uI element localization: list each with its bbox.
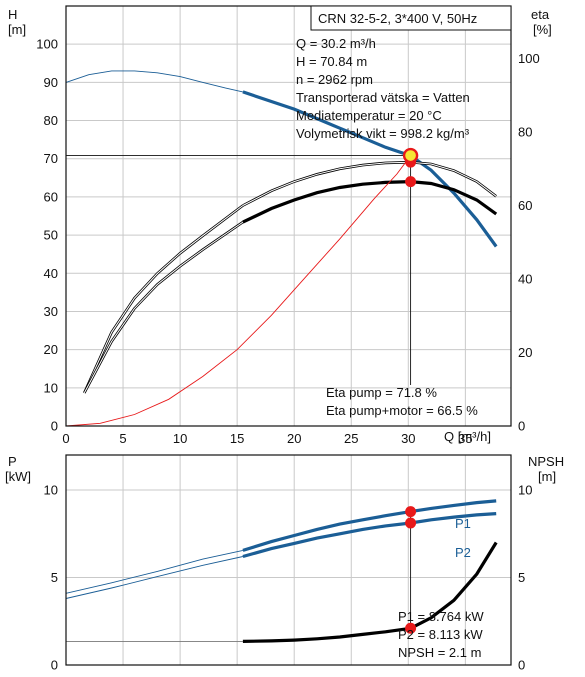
series-eta-pump-motor-line-thin-outer [83, 221, 244, 394]
top-y2-tick-label: 80 [518, 125, 532, 140]
x-tick-label: 35 [458, 431, 472, 446]
series-label-p2: P2 [455, 545, 471, 560]
tick-labels: 0 5 10 15 20 25 30 3501020304050607080901000204… [36, 37, 539, 673]
bottom-ylabel-left-1: P [8, 454, 17, 469]
top-ylabel-left-2: [m] [8, 22, 26, 37]
top-y-tick-label: 90 [44, 75, 58, 90]
top-y2-tick-label: 100 [518, 51, 540, 66]
series-eta-pump-motor-line-thin-inner [83, 221, 244, 394]
top-plot-frame [65, 5, 512, 427]
top-y2-tick-label: 0 [518, 419, 525, 434]
series-eta-pump-motor-line-thick [242, 179, 498, 224]
top-curves [65, 70, 498, 427]
x-tick-label: 5 [119, 431, 126, 446]
top-y-tick-label: 0 [51, 419, 58, 434]
top-xlabel: Q [m³/h] [444, 429, 491, 444]
series-p1-line-thick [242, 499, 497, 552]
npsh-marker [405, 622, 417, 634]
bottom-y-tick-label: 5 [51, 570, 58, 585]
series-p1-line-thin [65, 549, 243, 594]
chart-title: CRN 32-5-2, 3*400 V, 50Hz [318, 11, 477, 26]
top-y-tick-label: 50 [44, 228, 58, 243]
top-y-tick-label: 60 [44, 189, 58, 204]
top-y-tick-label: 20 [44, 342, 58, 357]
series-eta-pump-line-thick-inner [242, 161, 497, 206]
eta-pump-motor-info: Eta pump+motor = 66.5 % [326, 403, 478, 418]
bottom-y2-tick-label: 5 [518, 570, 525, 585]
info-q: Q = 30.2 m³/h [296, 36, 376, 51]
series-p2-line-thin [65, 556, 243, 599]
bottom-y-tick-label: 0 [51, 658, 58, 673]
top-y-tick-label: 100 [36, 37, 58, 52]
p2-marker [405, 517, 417, 529]
series-label-p1: P1 [455, 516, 471, 531]
top-y-tick-label: 70 [44, 151, 58, 166]
bottom-ylabel-right-1: NPSH [528, 454, 564, 469]
title-box [310, 5, 512, 31]
top-ylabel-right-2: [%] [533, 22, 552, 37]
info-density: Volymetrisk vikt = 998.2 kg/m³ [296, 126, 470, 141]
duty-point-marker [402, 147, 419, 164]
bottom-ylabel-left-2: [kW] [5, 469, 31, 484]
top-ylabel-right-1: eta [531, 7, 550, 22]
p1-marker [405, 506, 417, 518]
x-tick-label: 25 [344, 431, 358, 446]
bottom-y-tick-label: 10 [44, 483, 58, 498]
top-y2-tick-label: 20 [518, 345, 532, 360]
bottom-plot-frame [65, 454, 512, 666]
series-system-curve-line [65, 155, 411, 427]
info-liquid: Transporterad vätska = Vatten [296, 90, 470, 105]
info-npsh: NPSH = 2.1 m [398, 645, 481, 660]
x-tick-label: 15 [230, 431, 244, 446]
series-npsh-line-thick [242, 541, 498, 643]
top-y-tick-label: 80 [44, 113, 58, 128]
series-h-line-thin [65, 70, 243, 93]
bottom-y2-tick-label: 10 [518, 483, 532, 498]
info-n: n = 2962 rpm [296, 72, 373, 87]
series-h-line-thick [242, 90, 498, 248]
series-eta-pump-line-thin-inner [83, 205, 244, 394]
x-tick-label: 30 [401, 431, 415, 446]
top-grid [66, 6, 511, 426]
top-y2-tick-label: 60 [518, 198, 532, 213]
info-temperature: Mediatemperatur = 20 °C [296, 108, 442, 123]
series-p2-line-thick [242, 512, 497, 559]
top-y-tick-label: 10 [44, 380, 58, 395]
info-h: H = 70.84 m [296, 54, 367, 69]
top-ylabel-left-1: H [8, 7, 17, 22]
info-p1: P1 = 8.764 kW [398, 609, 484, 624]
x-tick-label: 0 [62, 431, 69, 446]
x-tick-label: 10 [173, 431, 187, 446]
bottom-ylabel-right-2: [m] [538, 469, 556, 484]
eta-pump-motor-marker [405, 176, 417, 188]
top-y-tick-label: 40 [44, 266, 58, 281]
bottom-curves [65, 499, 498, 643]
top-y-tick-label: 30 [44, 304, 58, 319]
series-eta-pump-line-thin-outer [83, 204, 244, 394]
info-p2: P2 = 8.113 kW [398, 627, 483, 642]
eta-pump-info: Eta pump = 71.8 % [326, 385, 437, 400]
top-y2-tick-label: 40 [518, 272, 532, 287]
x-tick-label: 20 [287, 431, 301, 446]
bottom-y2-tick-label: 0 [518, 658, 525, 673]
